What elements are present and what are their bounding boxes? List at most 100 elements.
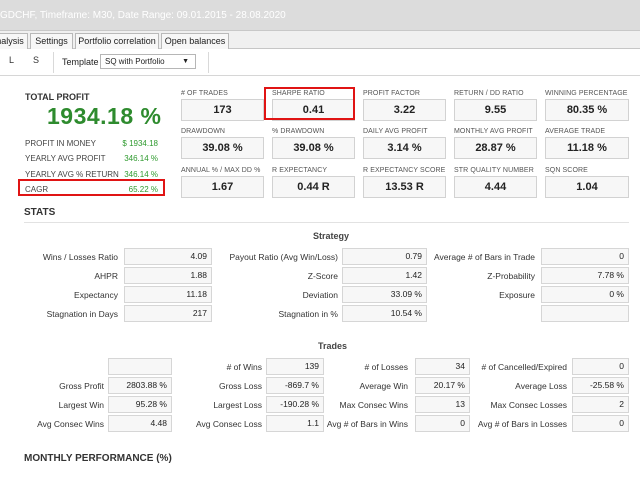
stat-value: -190.28 % [266,396,324,413]
tab-settings[interactable]: Settings [30,33,73,49]
metric-label: PROFIT FACTOR [363,90,421,97]
summary-row-label: CAGR [25,185,49,194]
total-profit-value: 1934.18 % [47,103,162,129]
metric-label: MONTHLY AVG PROFIT [454,128,533,135]
metric-label: DAILY AVG PROFIT [363,128,428,135]
tab-portfolio-correlation[interactable]: Portfolio correlation [75,33,159,49]
stat-label: Largest Win [58,400,104,410]
window-title: GDCHF, Timeframe: M30, Date Range: 09.01… [0,10,286,21]
cagr-highlight-box [18,179,165,196]
stat-value: 7.78 % [541,267,629,284]
metric-label: % DRAWDOWN [272,128,325,135]
stat-value: 0.79 [342,248,427,265]
template-select-value: SQ with Portfolio [105,57,165,66]
summary-row-value: 346.14 % [124,154,158,163]
stat-label: Avg # of Bars in Losses [477,419,567,429]
stats-title: STATS [24,207,56,218]
metric-value: 3.14 % [363,137,446,159]
stat-label: Z-Probability [487,271,535,281]
metric-label: DRAWDOWN [181,128,226,135]
stat-label: # of Losses [364,362,408,372]
stat-value: 1.42 [342,267,427,284]
stat-value: 0 [415,415,470,432]
stat-value: 4.48 [108,415,172,432]
summary-row-label: PROFIT IN MONEY [25,139,96,148]
stat-value: 11.18 [124,286,212,303]
stat-value: 4.09 [124,248,212,265]
stat-label: Stagnation in % [278,309,338,319]
stat-value: 20.17 % [415,377,470,394]
metric-value: 39.08 % [272,137,355,159]
stat-value: 0 [572,358,629,375]
metric-value: 3.22 [363,99,446,121]
stat-value: 139 [266,358,324,375]
stat-label: # of Cancelled/Expired [481,362,567,372]
stat-label: Avg # of Bars in Wins [326,419,408,429]
stat-value: 13 [415,396,470,413]
tab-open-balances[interactable]: Open balances [161,33,229,49]
metric-label: SHARPE RATIO [272,90,325,97]
stat-value: -869.7 % [266,377,324,394]
metric-label: STR QUALITY NUMBER [454,167,534,174]
stat-label: Average # of Bars in Trade [434,252,535,262]
chevron-down-icon: ▼ [182,58,189,65]
stat-label: Average Loss [515,381,567,391]
stat-value: 95.28 % [108,396,172,413]
summary-row-label: YEARLY AVG PROFIT [25,154,106,163]
stat-label: Stagnation in Days [46,309,118,319]
metric-value: 4.44 [454,176,537,198]
metric-value: 28.87 % [454,137,537,159]
short-toggle-button[interactable]: S [33,55,40,65]
tab-analysis[interactable]: Analysis [0,33,28,49]
metric-label: WINNING PERCENTAGE [545,90,628,97]
monthly-performance-title: MONTHLY PERFORMANCE (%) [24,453,172,464]
stat-label: Wins / Losses Ratio [42,252,118,262]
stat-label: AHPR [94,271,118,281]
metric-label: # OF TRADES [181,90,228,97]
stat-value-empty [108,358,172,375]
stat-label: Payout Ratio (Avg Win/Loss) [229,252,339,262]
stat-value: 10.54 % [342,305,427,322]
stat-label: Average Win [359,381,408,391]
stat-value: 217 [124,305,212,322]
long-toggle-button[interactable]: L [9,55,15,65]
stat-label: Exposure [499,290,535,300]
stat-label: Max Consec Wins [339,400,409,410]
window-titlebar: GDCHF, Timeframe: M30, Date Range: 09.01… [0,0,640,31]
metric-label: SQN SCORE [545,167,588,174]
stat-label: Gross Profit [59,381,104,391]
stat-label: Expectancy [74,290,118,300]
template-select[interactable]: SQ with Portfolio ▼ [100,54,196,69]
stat-value: -25.58 % [572,377,629,394]
metric-value: 1.04 [545,176,629,198]
stat-value: 34 [415,358,470,375]
metric-value: 9.55 [454,99,537,121]
toolbar-divider [53,52,54,73]
strategy-group-title: Strategy [313,231,350,241]
metric-label: R EXPECTANCY [272,167,328,174]
stat-value: 33.09 % [342,286,427,303]
summary-row-value: 346.14 % [124,170,158,179]
stat-value: 0 [541,248,629,265]
tab-bar: Analysis Settings Portfolio correlation … [0,31,640,49]
stat-label: Gross Loss [219,381,262,391]
metric-value: 80.35 % [545,99,629,121]
summary-row-label: YEARLY AVG % RETURN [25,170,119,179]
stat-label: Avg Consec Loss [196,419,262,429]
toolbar: L S Template SQ with Portfolio ▼ [0,49,640,76]
stat-label: Deviation [302,290,338,300]
total-profit-label: TOTAL PROFIT [25,92,90,102]
metric-value: 39.08 % [181,137,264,159]
summary-row-value: $ 1934.18 [122,139,158,148]
metric-label: AVERAGE TRADE [545,128,606,135]
metric-value: 0.44 R [272,176,355,198]
stats-divider [24,222,629,223]
metric-label: R EXPECTANCY SCORE [363,167,446,174]
sharpe-highlight-box [264,87,355,120]
stat-label: Largest Loss [213,400,262,410]
stat-label: # of Wins [226,362,262,372]
trades-group-title: Trades [318,341,348,351]
stat-label: Max Consec Losses [490,400,567,410]
template-label: Template [62,57,99,67]
metric-value: 13.53 R [363,176,446,198]
